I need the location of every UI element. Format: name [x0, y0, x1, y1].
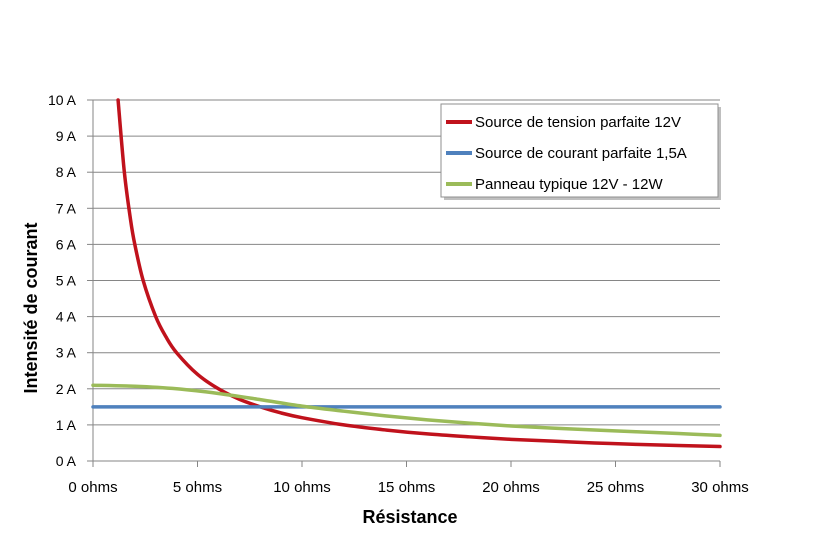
- y-tick-label: 10 A: [48, 92, 77, 108]
- x-tick-label: 0 ohms: [68, 479, 117, 496]
- series-line-3: [91, 383, 722, 438]
- y-tick-label: 9 A: [56, 128, 77, 144]
- x-axis-label: Résistance: [362, 507, 457, 527]
- series: [91, 98, 722, 449]
- x-tick-label: 15 ohms: [378, 479, 436, 496]
- legend-label: Source de courant parfaite 1,5A: [475, 145, 687, 162]
- legend-label: Panneau typique 12V - 12W: [475, 176, 663, 193]
- x-tick-labels: 0 ohms 5 ohms 10 ohms 15 ohms 20 ohms 25 ohms…: [68, 479, 748, 496]
- y-tick-label: 8 A: [56, 164, 77, 180]
- legend-items: Source de tension parfaite 12V Source de …: [446, 114, 687, 193]
- x-tick-label: 25 ohms: [587, 479, 645, 496]
- y-tick-label: 5 A: [56, 273, 77, 289]
- x-tick-label: 5 ohms: [173, 479, 222, 496]
- x-tick-label: 10 ohms: [273, 479, 331, 496]
- y-tick-label: 4 A: [56, 309, 77, 325]
- y-axis-label: Intensité de courant: [21, 222, 41, 393]
- y-tick-label: 6 A: [56, 236, 77, 252]
- series-line-1: [116, 98, 722, 449]
- y-tick-label: 2 A: [56, 381, 77, 397]
- y-tick-label: 1 A: [56, 417, 77, 433]
- y-tick-label: 0 A: [56, 453, 77, 469]
- legend: Source de tension parfaite 12V Source de …: [440, 103, 721, 200]
- x-tick-label: 20 ohms: [482, 479, 540, 496]
- axes: [92, 100, 720, 462]
- x-tick-label: 30 ohms: [691, 479, 749, 496]
- y-tick-label: 3 A: [56, 345, 77, 361]
- legend-box: [440, 103, 719, 198]
- y-tick-label: 7 A: [56, 200, 77, 216]
- grid: [87, 99, 721, 467]
- y-tick-labels: 0 A 1 A 2 A 3 A 4 A 5 A 6 A 7 A 8 A 9 A 10 A: [48, 92, 77, 469]
- legend-label: Source de tension parfaite 12V: [475, 114, 681, 131]
